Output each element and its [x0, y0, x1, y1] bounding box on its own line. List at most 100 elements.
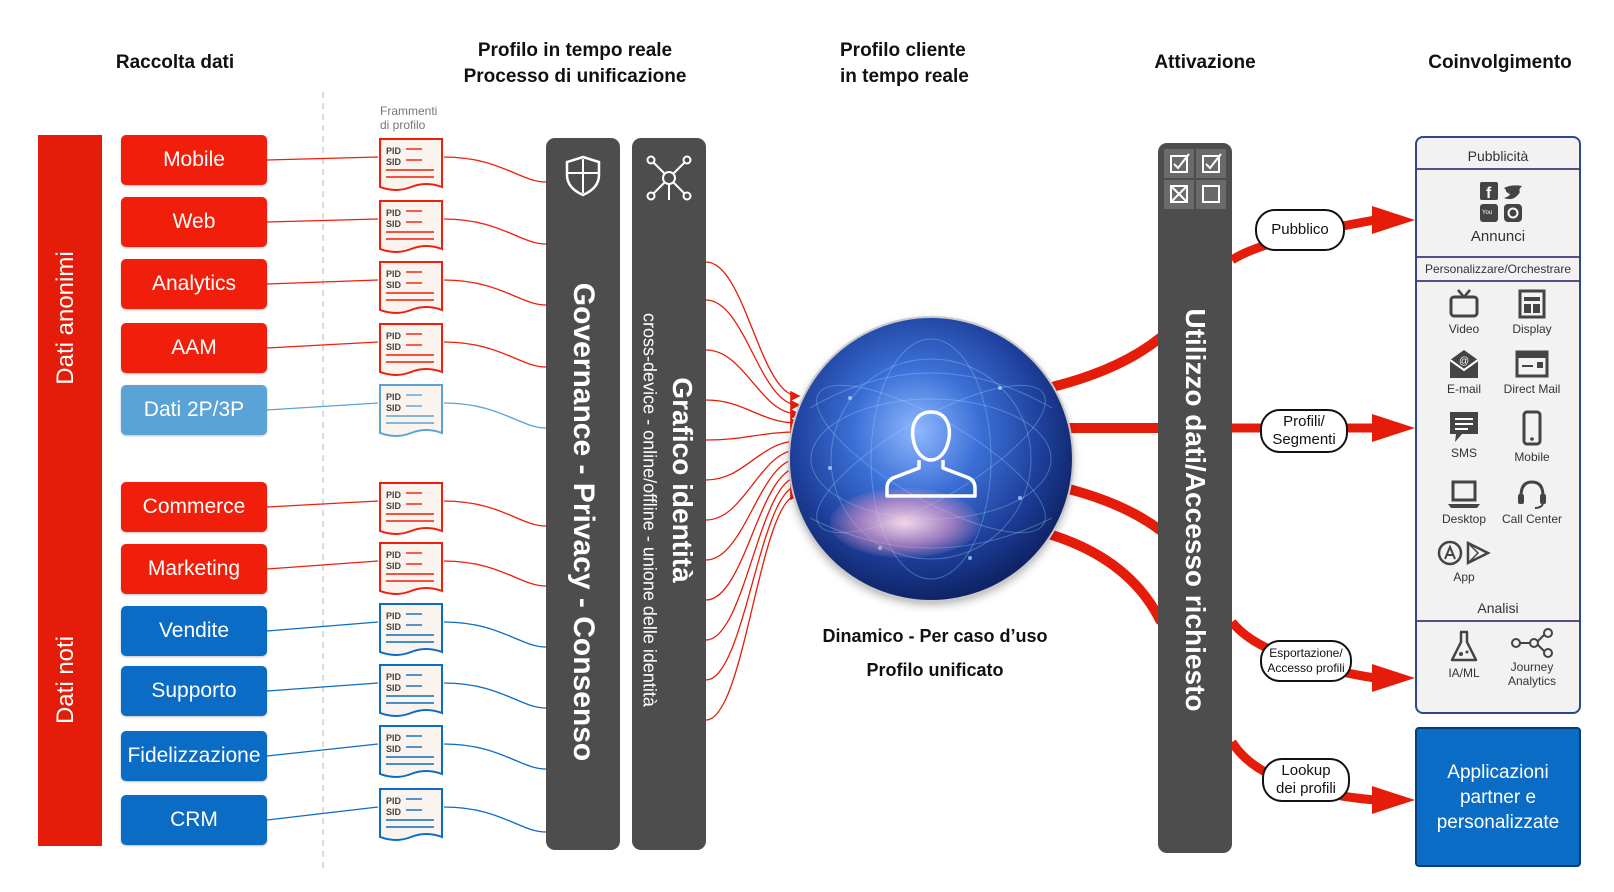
identity-to-profile-arrow: [705, 299, 801, 411]
data-type-band: [38, 135, 102, 846]
source-analytics: Analytics: [121, 259, 267, 309]
profile-fragment-doc: PID SID: [378, 602, 444, 658]
fragment-link: [443, 806, 547, 833]
fragment-sid-label: SID: [386, 157, 402, 167]
header-customer-profile-line1: Profilo cliente: [840, 40, 966, 61]
header-realtime-profile: Profilo in tempo reale Processo di unifi…: [455, 38, 695, 90]
fragment-link: [443, 402, 547, 429]
channel-email-label: E-mail: [1446, 382, 1481, 396]
partner-apps-box: Applicazioni partner e personalizzate: [1415, 727, 1581, 867]
header-realtime-profile-line1: Profilo in tempo reale: [477, 40, 673, 61]
band-label-anonymous: Dati anonimi: [52, 251, 79, 385]
journey-icon: [1511, 628, 1553, 658]
identity-to-profile-arrow: [705, 426, 801, 441]
channel-app-label: App: [1453, 570, 1475, 584]
fragment-sid-label: SID: [386, 622, 402, 632]
fragment-pid-label: PID: [386, 733, 402, 743]
header-customer-profile-line2: in tempo reale: [840, 66, 969, 87]
fragment-pid-label: PID: [386, 269, 402, 279]
source-link: [266, 218, 379, 223]
fragment-link: [443, 743, 547, 770]
header-realtime-profile-line2: Processo di unificazione: [463, 66, 687, 87]
identity-to-profile-arrow: [705, 489, 801, 721]
fragment-sid-label: SID: [386, 561, 402, 571]
channel-display-label: Display: [1512, 322, 1552, 336]
journey-label-line2: Analytics: [1507, 674, 1557, 688]
fragment-sid-label: SID: [386, 744, 402, 754]
fragment-sid-label: SID: [386, 501, 402, 511]
analytics-ai-ml-label: IA/ML: [1448, 666, 1480, 680]
flask-icon: [1450, 630, 1478, 662]
analytics-ai-ml: IA/ML: [1429, 628, 1499, 680]
channel-call-center-label: Call Center: [1501, 512, 1563, 526]
identity-to-profile-arrow: [705, 399, 801, 429]
channel-mobile-label: Mobile: [1514, 450, 1550, 464]
email-icon: @: [1449, 350, 1479, 378]
fragment-sid-label: SID: [386, 403, 402, 413]
fragment-pid-label: PID: [386, 208, 402, 218]
svg-text:@: @: [1459, 356, 1469, 367]
header-engagement: Coinvolgimento: [1410, 50, 1590, 76]
pill-profiles-line2: Segmenti: [1272, 431, 1336, 448]
fragment-link: [443, 156, 547, 183]
source-mobile: Mobile: [121, 135, 267, 185]
svg-text:f: f: [1486, 185, 1492, 202]
source-support: Supporto: [121, 666, 267, 716]
fragment-pid-label: PID: [386, 672, 402, 682]
source-link: [266, 806, 379, 821]
governance-label: Governance - Privacy - Consenso: [567, 282, 600, 762]
social-icons: f You: [1480, 182, 1522, 222]
profile-caption-unified: Profilo unificato: [866, 660, 1004, 680]
fragment-link: [443, 560, 547, 587]
partner-line2: partner e: [1459, 786, 1537, 808]
ads-label: Annunci: [1470, 228, 1526, 245]
pill-profiles-segments: Profili/ Segmenti: [1260, 409, 1348, 453]
pill-lookup-line1: Lookup: [1281, 762, 1331, 779]
source-link: [266, 560, 379, 570]
pill-profile-lookup: Lookup dei profili: [1262, 758, 1350, 802]
header-activation: Attivazione: [1130, 50, 1280, 76]
source-link: [266, 743, 379, 757]
source-2p3p: Dati 2P/3P: [121, 385, 267, 435]
laptop-icon: [1448, 480, 1480, 508]
channel-desktop: Desktop: [1429, 478, 1499, 526]
identity-graph-subtitle: cross-device - online/offline - unione d…: [639, 313, 660, 707]
channel-call-center: Call Center: [1497, 478, 1567, 526]
fragment-pid-label: PID: [386, 550, 402, 560]
header-activation-text: Attivazione: [1154, 52, 1256, 73]
unified-profile-sphere: [790, 318, 1072, 600]
fragment-sid-label: SID: [386, 683, 402, 693]
source-link: [266, 279, 379, 285]
source-sales: Vendite: [121, 606, 267, 656]
profile-fragment-doc: PID SID: [378, 322, 444, 378]
profile-fragment-doc: PID SID: [378, 541, 444, 597]
profile-fragment-doc: PID SID: [378, 787, 444, 843]
fragments-caption-line2: di profilo: [380, 118, 426, 132]
checklist-icon: [1164, 149, 1226, 209]
channel-sms-label: SMS: [1450, 446, 1477, 460]
pill-export-line1: Esportazione/: [1269, 646, 1343, 660]
mobile-icon: [1522, 410, 1542, 446]
header-data-collection-text: Raccolta dati: [115, 52, 235, 73]
identity-to-profile-arrow: [705, 480, 801, 681]
profile-caption-dynamic: Dinamico - Per caso d’uso: [822, 626, 1048, 646]
headset-icon: [1518, 480, 1546, 509]
header-customer-profile: Profilo cliente in tempo reale: [840, 38, 1020, 90]
identity-graph-column: [632, 138, 706, 850]
fragment-pid-label: PID: [386, 611, 402, 621]
source-link: [266, 500, 379, 508]
profile-fragment-doc: PID SID: [378, 383, 444, 439]
channel-desktop-label: Desktop: [1441, 512, 1487, 526]
identity-to-profile-arrow: [705, 444, 801, 521]
source-link: [266, 156, 379, 161]
source-link: [266, 621, 379, 632]
fragment-sid-label: SID: [386, 280, 402, 290]
governance-column: [546, 138, 620, 850]
engagement-panel: Pubblicità f You Annunci Personalizzare/…: [1415, 136, 1581, 714]
header-data-collection: Raccolta dati: [100, 50, 250, 76]
channel-mobile: Mobile: [1497, 410, 1567, 464]
analytics-journey: Journey Analytics: [1497, 628, 1567, 688]
identity-to-profile-arrow: [705, 462, 801, 601]
direct-mail-icon: [1515, 350, 1549, 378]
graph-network-icon: [646, 155, 692, 201]
